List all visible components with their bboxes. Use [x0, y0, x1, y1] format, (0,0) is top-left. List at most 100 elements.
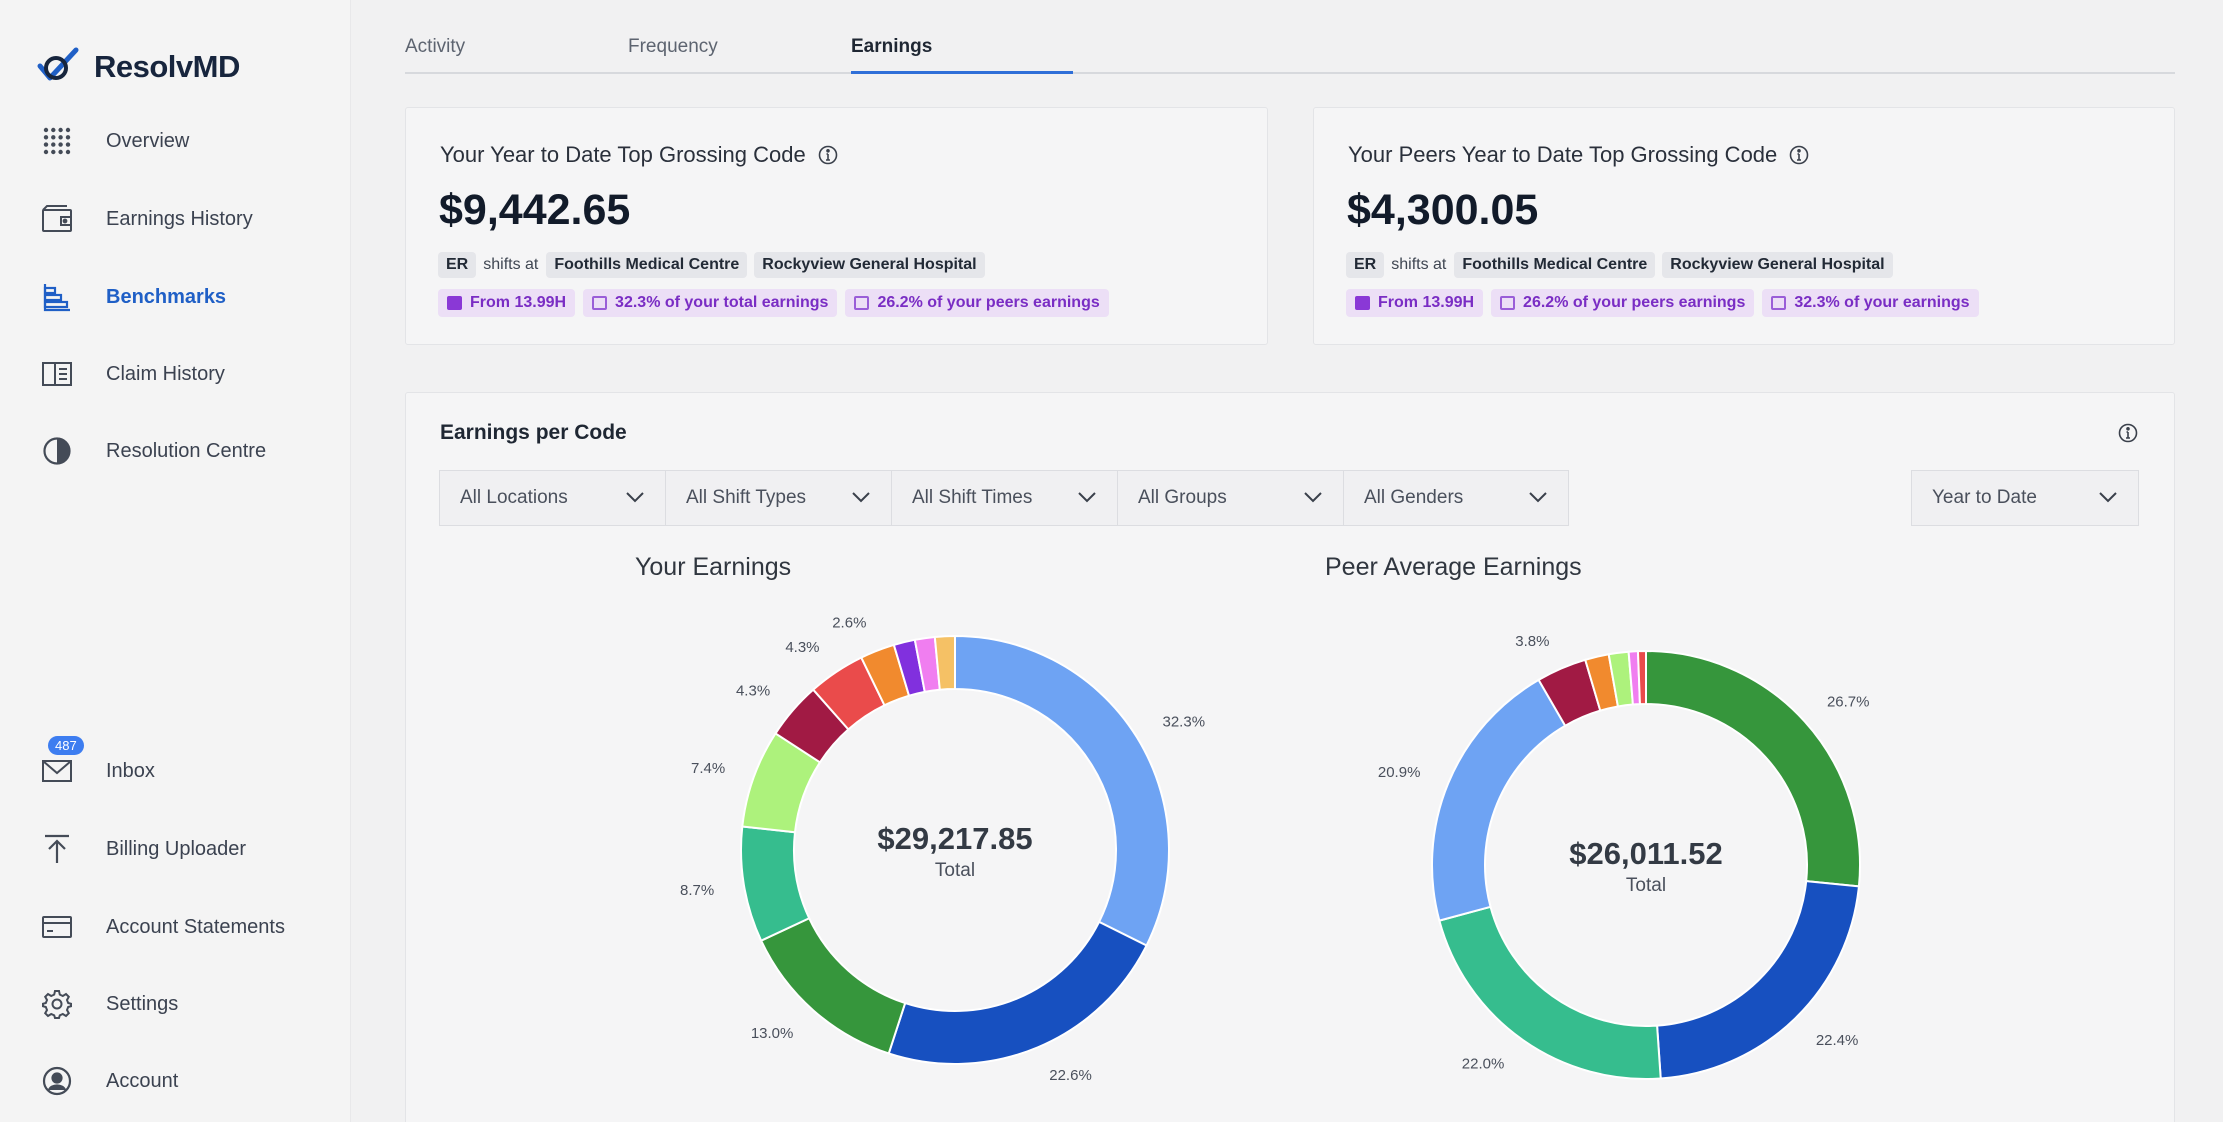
your-earnings-donut: 32.3% 22.6% 13.0% 8.7% 7.4% 4.3% 4.3% 2.6%: [680, 615, 1206, 1084]
slice-percent-label: 4.3%: [785, 639, 819, 656]
code-chip: ER: [438, 252, 477, 278]
slice-percent-label: 32.3%: [1163, 714, 1206, 731]
id-card-icon: [854, 296, 870, 310]
sidebar-item-label: Earnings History: [106, 207, 253, 230]
chart-title: Your Earnings: [635, 553, 792, 581]
peers-top-code-card: Your Peers Year to Date Top Grossing Cod…: [1313, 107, 2175, 345]
gear-icon: [40, 987, 74, 1021]
slice-percent-label: 22.4%: [1816, 1032, 1859, 1049]
tab-frequency[interactable]: Frequency: [628, 36, 718, 57]
top-code-amount: $4,300.05: [1347, 186, 1539, 234]
chevron-down-icon: [1528, 487, 1548, 509]
inbox-count-badge: 487: [48, 736, 84, 755]
stat-chip-label: From 13.99H: [470, 294, 567, 311]
sidebar-item-resolution-centre[interactable]: Resolution Centre: [40, 434, 266, 468]
shift-times-filter[interactable]: All Shift Times: [891, 470, 1117, 526]
location-chip: Rockyview General Hospital: [754, 252, 985, 278]
stat-chip-label: 32.3% of your earnings: [1794, 294, 1970, 311]
info-icon[interactable]: [818, 145, 838, 165]
card-icon: [40, 910, 74, 944]
location-chip: Foothills Medical Centre: [546, 252, 748, 278]
shift-types-filter[interactable]: All Shift Types: [665, 470, 891, 526]
sidebar-item-label: Benchmarks: [106, 285, 227, 308]
wallet-icon: [40, 202, 74, 236]
filter-label: All Genders: [1364, 487, 1464, 508]
stat-chip: From 13.99H: [438, 289, 576, 317]
chevron-down-icon: [851, 487, 871, 509]
slice-percent-label: 4.3%: [736, 683, 770, 700]
sidebar-item-settings[interactable]: Settings: [40, 987, 178, 1021]
bar-chart-icon: [40, 280, 74, 314]
donut-slice[interactable]: [1438, 905, 1662, 1080]
shifts-at-text: shifts at: [1391, 256, 1447, 273]
stat-chip: 32.3% of your total earnings: [583, 289, 838, 317]
stat-chips-row: From 13.99H 26.2% of your peers earnings…: [1346, 289, 1987, 317]
user-icon: [40, 1064, 74, 1098]
sidebar-item-label: Claim History: [106, 362, 225, 385]
code-location-row: ER shifts at Foothills Medical Centre Ro…: [1346, 252, 1900, 278]
card-title-text: Your Peers Year to Date Top Grossing Cod…: [1348, 142, 1778, 167]
stat-chip: 26.2% of your peers earnings: [845, 289, 1109, 317]
donut-total-label: Total: [934, 860, 976, 881]
slice-percent-label: 26.7%: [1827, 693, 1870, 710]
sidebar-item-label: Inbox: [106, 759, 155, 782]
active-tab-indicator: [851, 71, 1073, 74]
info-icon[interactable]: [2118, 423, 2138, 443]
slice-percent-label: 22.6%: [1049, 1067, 1092, 1084]
stat-chip: 32.3% of your earnings: [1762, 289, 1979, 317]
shifts-at-text: shifts at: [483, 256, 539, 273]
sidebar-item-label: Billing Uploader: [106, 837, 247, 860]
sidebar-item-account[interactable]: Account: [40, 1064, 178, 1098]
info-icon[interactable]: [1789, 145, 1809, 165]
location-chip: Rockyview General Hospital: [1662, 252, 1893, 278]
tab-bar: Activity Frequency Earnings: [405, 28, 2175, 74]
donut-slice[interactable]: [1636, 649, 1647, 706]
filter-bar: All Locations All Shift Types All Shift …: [439, 470, 1569, 526]
slice-percent-label: 22.0%: [1462, 1056, 1505, 1073]
chevron-down-icon: [2098, 487, 2118, 509]
sidebar-item-benchmarks[interactable]: Benchmarks: [40, 280, 226, 314]
upload-icon: [40, 832, 74, 866]
sidebar-item-label: Overview: [106, 129, 190, 152]
card-title: Your Peers Year to Date Top Grossing Cod…: [1348, 142, 1809, 168]
slice-percent-label: 13.0%: [751, 1025, 794, 1042]
sidebar-item-earnings-history[interactable]: Earnings History: [40, 202, 253, 236]
peer-earnings-donut: 26.7% 22.4% 22.0% 20.9% 3.8%: [1378, 633, 1870, 1080]
genders-filter[interactable]: All Genders: [1343, 470, 1569, 526]
locations-filter[interactable]: All Locations: [439, 470, 665, 526]
logo-icon: [36, 44, 84, 89]
slice-percent-label: 2.6%: [832, 615, 866, 632]
filter-label: All Shift Times: [912, 487, 1033, 508]
logo[interactable]: ResolvMD: [36, 44, 240, 89]
logo-text: ResolvMD: [94, 48, 240, 84]
filter-label: All Shift Types: [686, 487, 807, 508]
earnings-per-code-card: Earnings per Code All Locations All Shif…: [405, 392, 2175, 1122]
tab-earnings[interactable]: Earnings: [851, 36, 933, 57]
groups-filter[interactable]: All Groups: [1117, 470, 1343, 526]
sidebar-item-account-statements[interactable]: Account Statements: [40, 910, 285, 944]
ledger-icon: [40, 357, 74, 391]
slice-percent-label: 8.7%: [680, 882, 714, 899]
sidebar-item-claim-history[interactable]: Claim History: [40, 357, 225, 391]
id-card-icon: [1771, 296, 1787, 310]
sidebar-item-billing-uploader[interactable]: Billing Uploader: [40, 832, 246, 866]
pie-icon: [40, 434, 74, 468]
stat-chip: From 13.99H: [1346, 289, 1484, 317]
chevron-down-icon: [1077, 487, 1097, 509]
slice-percent-label: 7.4%: [691, 760, 725, 777]
code-chip: ER: [1346, 252, 1385, 278]
filter-label: All Groups: [1138, 487, 1227, 508]
tab-activity[interactable]: Activity: [405, 36, 466, 57]
sidebar-item-overview[interactable]: Overview: [40, 124, 189, 158]
filter-label: All Locations: [460, 487, 568, 508]
donut-slice[interactable]: [933, 634, 956, 691]
chart-title: Peer Average Earnings: [1325, 553, 1582, 581]
period-filter[interactable]: Year to Date: [1911, 470, 2139, 526]
sidebar-item-label: Account: [106, 1069, 179, 1092]
id-card-icon: [1500, 296, 1516, 310]
donut-slice[interactable]: [954, 634, 1170, 947]
stat-chip-label: 26.2% of your peers earnings: [1523, 294, 1746, 311]
section-title: Earnings per Code: [440, 421, 627, 444]
id-card-icon: [592, 296, 608, 310]
sidebar-item-inbox[interactable]: 487 Inbox: [40, 736, 155, 788]
